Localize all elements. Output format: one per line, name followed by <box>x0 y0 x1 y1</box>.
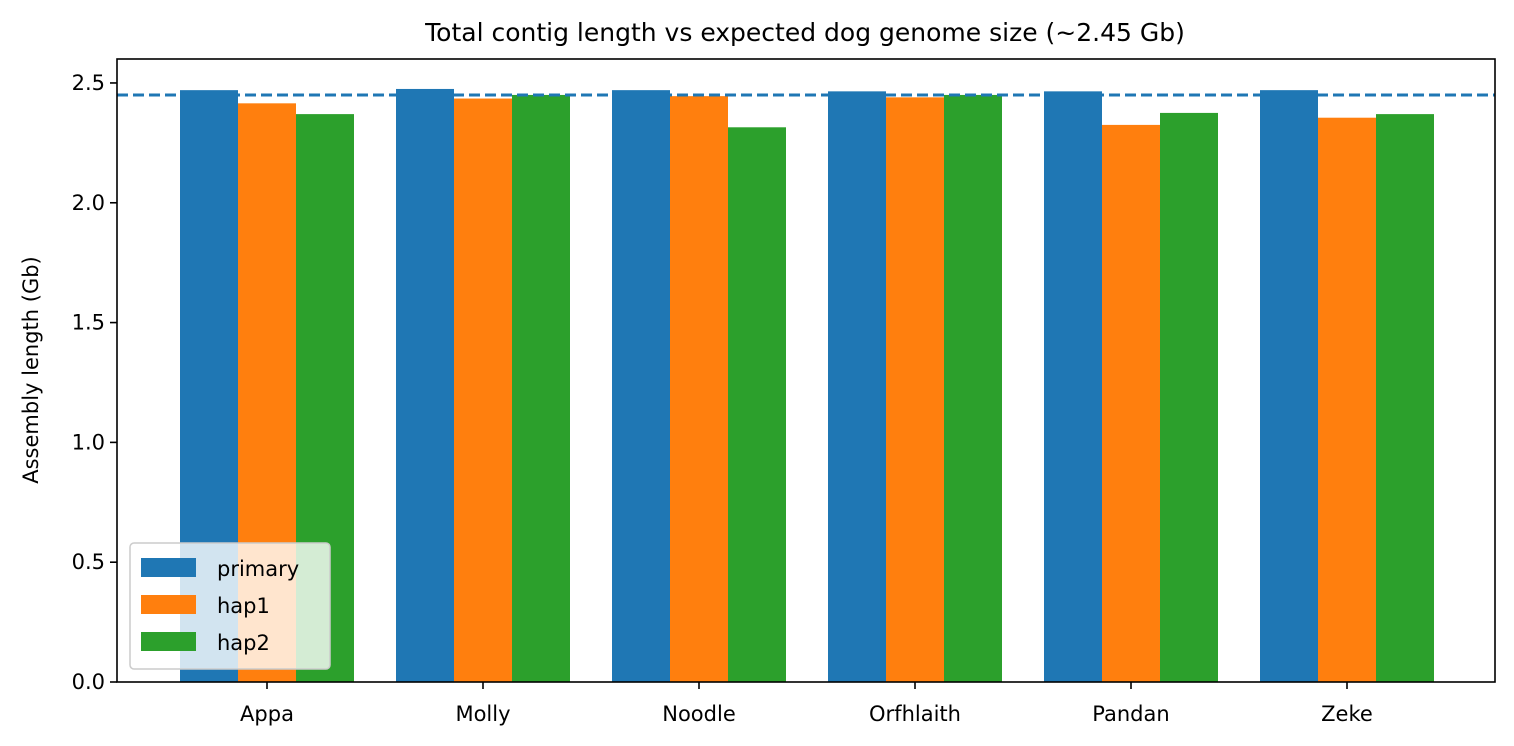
x-tick-label: Molly <box>455 702 510 726</box>
y-tick-label: 0.5 <box>72 550 105 574</box>
x-tick-label: Appa <box>240 702 294 726</box>
y-tick-label: 1.5 <box>72 311 105 335</box>
bar-hap2-orfhlaith <box>944 94 1002 682</box>
legend-label-primary: primary <box>217 557 299 581</box>
bar-primary-zeke <box>1260 90 1318 682</box>
bar-primary-pandan <box>1044 91 1102 682</box>
legend-label-hap2: hap2 <box>217 631 270 655</box>
y-tick-label: 1.0 <box>72 430 105 454</box>
bar-hap2-molly <box>512 94 570 682</box>
bar-primary-orfhlaith <box>828 91 886 682</box>
x-tick-label: Zeke <box>1321 702 1373 726</box>
legend: primary hap1 hap2 <box>129 542 331 670</box>
legend-swatch-hap1 <box>141 595 196 614</box>
plot-frame <box>116 58 1496 683</box>
bar-hap1-noodle <box>670 96 728 682</box>
bar-primary-noodle <box>612 90 670 682</box>
chart-title: Total contig length vs expected dog geno… <box>424 18 1185 47</box>
bars-layer <box>180 88 1434 683</box>
legend-label-hap1: hap1 <box>217 594 270 618</box>
y-tick-label: 2.0 <box>72 191 105 215</box>
axes-layer: 0.0 0.5 1.0 1.5 2.0 2.5 Appa Molly Noodle Orfhlai… <box>72 58 1496 726</box>
bar-hap2-pandan <box>1160 112 1218 683</box>
legend-swatch-primary <box>141 558 196 577</box>
y-tick-label: 0.0 <box>72 670 105 694</box>
bar-hap2-zeke <box>1376 114 1434 682</box>
bar-primary-molly <box>396 88 454 683</box>
x-tick-label: Orfhlaith <box>869 702 961 726</box>
y-tick-label: 2.5 <box>72 71 105 95</box>
bar-hap1-pandan <box>1102 124 1160 683</box>
y-axis-label: Assembly length (Gb) <box>19 256 43 484</box>
x-tick-label: Pandan <box>1092 702 1169 726</box>
bar-hap2-noodle <box>728 127 786 682</box>
bar-hap1-orfhlaith <box>886 97 944 683</box>
bar-hap1-zeke <box>1318 117 1376 683</box>
x-tick-label: Noodle <box>662 702 736 726</box>
bar-hap1-molly <box>454 98 512 682</box>
legend-swatch-hap2 <box>141 632 196 651</box>
